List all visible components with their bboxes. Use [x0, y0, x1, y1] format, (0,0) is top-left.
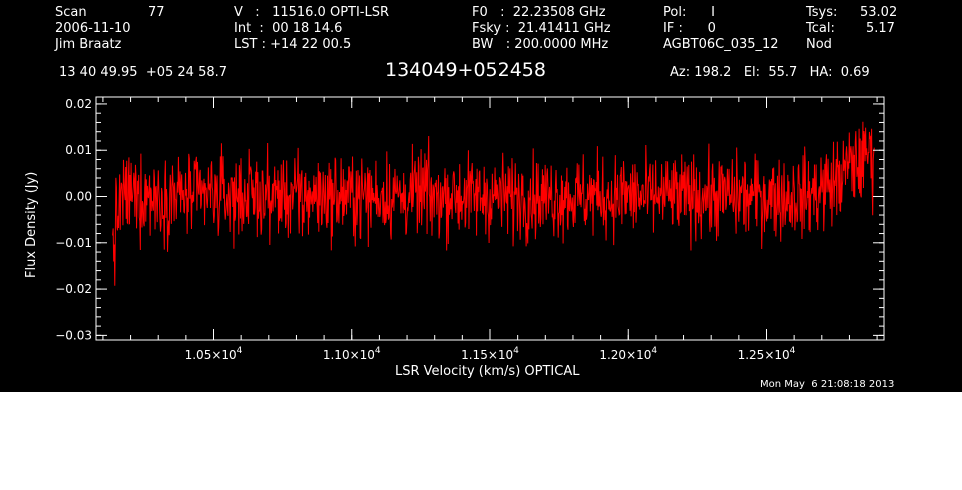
y-tick-label: −0.02: [55, 282, 92, 296]
spectrum-trace-0: [112, 121, 875, 286]
project-id: AGBT06C_035_12: [663, 37, 779, 52]
y-tick-label: 0.00: [65, 190, 92, 204]
plot-frame: [95, 96, 885, 341]
source-name: 134049+052458: [385, 59, 546, 81]
x-tick-label: 1.05×104: [185, 346, 243, 362]
y-tick-label: −0.01: [55, 236, 92, 250]
tsys-value: 53.02: [860, 5, 898, 20]
tick-layer: [96, 97, 884, 340]
integration-time: Int : 00 18 14.6: [234, 21, 343, 36]
bandwidth: BW : 200.0000 MHz: [472, 37, 609, 52]
x-tick-label: 1.25×104: [738, 346, 796, 362]
scan-label: Scan: [55, 5, 87, 20]
polarization: Pol: I: [663, 5, 715, 20]
velocity-readout: V : 11516.0 OPTI-LSR: [234, 5, 390, 20]
tcal-value: 5.17: [866, 21, 895, 36]
x-tick-label: 1.10×104: [323, 346, 381, 362]
source-coordinates: 13 40 49.95 +05 24 58.7: [59, 65, 228, 80]
y-tick-label: 0.02: [65, 97, 92, 111]
rest-frequency: F0 : 22.23508 GHz: [472, 5, 606, 20]
sky-frequency: Fsky : 21.41411 GHz: [472, 21, 611, 36]
scan-number: 77: [148, 5, 165, 20]
y-tick-label: −0.03: [55, 328, 92, 342]
plot-window: Scan 77 2006-11-10 Jim Braatz V : 11516.…: [0, 0, 962, 392]
spectrum-chart: 1.05×104 1.10×104 1.15×104 1.20×104 1.25×104…: [55, 96, 885, 362]
timestamp: Mon May 6 21:08:18 2013: [760, 379, 895, 390]
y-tick-label: 0.01: [65, 143, 92, 157]
observation-date: 2006-11-10: [55, 21, 131, 36]
lst-readout: LST : +14 22 00.5: [234, 37, 352, 52]
tcal-label: Tcal:: [806, 21, 835, 36]
observer-name: Jim Braatz: [55, 37, 122, 52]
trace-layer: [112, 121, 875, 286]
if-number: IF : 0: [663, 21, 716, 36]
x-axis-title: LSR Velocity (km/s) OPTICAL: [395, 364, 580, 379]
x-tick-label: 1.15×104: [461, 346, 519, 362]
az-el-ha: Az: 198.2 El: 55.7 HA: 0.69: [670, 65, 870, 80]
tsys-label: Tsys:: [806, 5, 838, 20]
switching-mode: Nod: [806, 37, 832, 52]
x-tick-label: 1.20×104: [599, 346, 657, 362]
blank-area: [0, 392, 962, 490]
label-layer: 1.05×104 1.10×104 1.15×104 1.20×104 1.25×104…: [55, 97, 795, 362]
